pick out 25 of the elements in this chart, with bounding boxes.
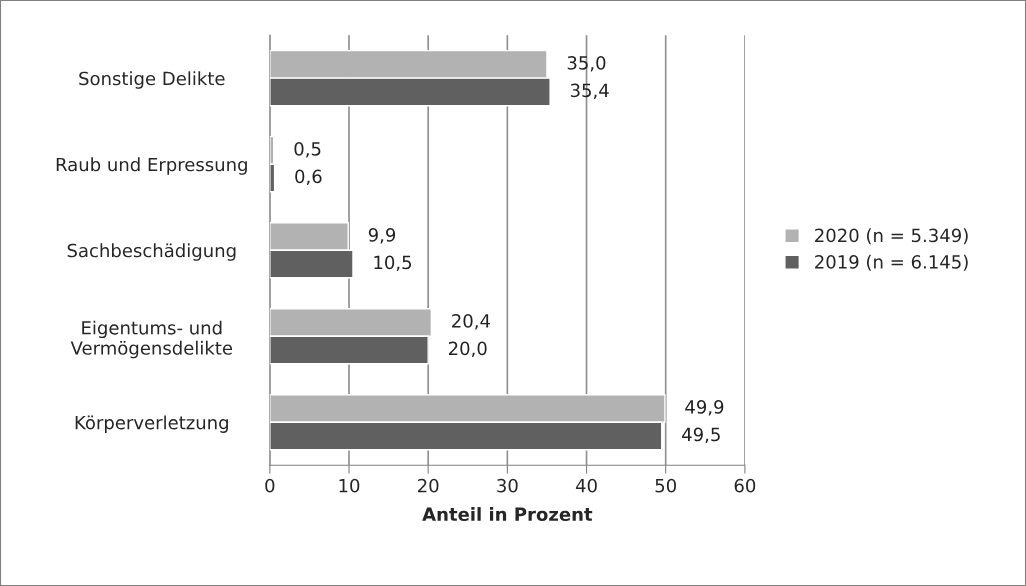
data-label: 35,4 bbox=[570, 83, 609, 100]
x-axis-title: Anteil in Prozent bbox=[422, 507, 593, 522]
y-tick-label: Sachbeschädigung bbox=[67, 243, 236, 261]
x-tick-label: 50 bbox=[655, 478, 676, 493]
x-tick-label: 30 bbox=[497, 478, 518, 493]
x-tick-label: 40 bbox=[575, 478, 597, 493]
legend-label: 2020 (n = 5.349) bbox=[815, 228, 968, 245]
y-tick-label: Körperverletzung bbox=[75, 415, 228, 433]
data-label: 35,0 bbox=[567, 55, 606, 72]
y-tick-label: Eigentums- und Vermögensdelikte bbox=[70, 320, 233, 359]
y-tick-label: Raub und Erpressung bbox=[56, 157, 247, 175]
x-tick-label: 60 bbox=[734, 478, 756, 493]
data-label: 20,0 bbox=[448, 341, 487, 358]
data-label: 0,6 bbox=[295, 169, 322, 186]
data-label: 0,5 bbox=[294, 142, 321, 158]
x-tick-label: 10 bbox=[339, 478, 360, 493]
data-label: 49,9 bbox=[685, 400, 724, 416]
data-label: 10,5 bbox=[374, 255, 412, 272]
x-tick-label: 0 bbox=[265, 478, 275, 493]
data-label: 9,9 bbox=[368, 228, 396, 244]
y-tick-label: Sonstige Delikte bbox=[79, 71, 225, 89]
x-tick-label: 20 bbox=[418, 478, 439, 493]
data-label: 20,4 bbox=[452, 314, 490, 330]
data-label: 49,5 bbox=[682, 427, 720, 444]
legend-label: 2019 (n = 6.145) bbox=[815, 254, 968, 271]
